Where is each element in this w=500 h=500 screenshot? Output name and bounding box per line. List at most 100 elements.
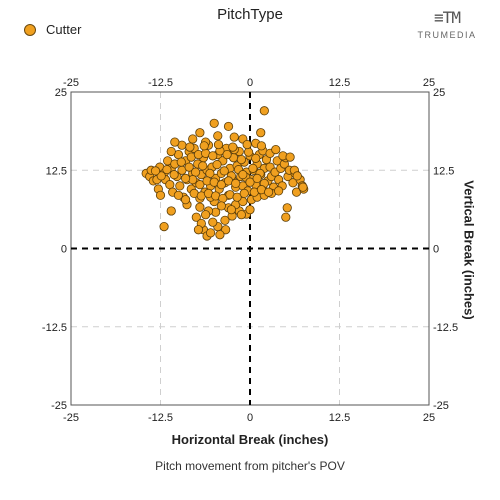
data-point-cutter[interactable]	[216, 180, 226, 190]
data-point-cutter[interactable]	[223, 121, 234, 132]
data-point-cutter[interactable]	[166, 146, 176, 157]
data-point-cutter[interactable]	[232, 192, 242, 202]
y-tick-label-left: -25	[51, 400, 67, 412]
data-point-cutter[interactable]	[252, 173, 262, 183]
data-point-cutter[interactable]	[220, 215, 230, 225]
data-point-cutter[interactable]	[170, 137, 180, 147]
y-tick-label-left: 12.5	[46, 165, 67, 177]
data-point-cutter[interactable]	[173, 190, 183, 200]
x-tick-label-bottom: 0	[247, 412, 253, 424]
zero-lines	[71, 92, 429, 405]
y-tick-label-left: -12.5	[42, 322, 67, 334]
data-point-cutter[interactable]	[222, 150, 232, 160]
legend[interactable]: Cutter	[24, 22, 81, 37]
logo-wordmark: TRUMEDIA	[417, 30, 477, 40]
data-point-cutter[interactable]	[239, 188, 249, 199]
x-tick-label-bottom: -25	[63, 412, 79, 424]
data-point-cutter[interactable]	[150, 166, 161, 176]
data-point-cutter[interactable]	[221, 225, 231, 235]
x-tick-label-bottom: -12.5	[148, 412, 173, 424]
data-point-cutter[interactable]	[238, 170, 248, 180]
trumedia-logo: ≡TM TRUMEDIA	[412, 8, 482, 41]
data-point-cutter[interactable]	[216, 201, 226, 211]
data-point-cutter[interactable]	[219, 166, 229, 176]
data-point-cutter[interactable]	[248, 163, 258, 173]
data-point-cutter[interactable]	[195, 202, 205, 212]
data-point-cutter[interactable]	[256, 141, 267, 151]
data-point-cutter[interactable]	[229, 132, 239, 142]
data-point-cutter[interactable]	[208, 151, 218, 161]
data-point-cutter[interactable]	[206, 228, 216, 238]
data-point-cutter[interactable]	[185, 142, 195, 152]
data-point-cutter[interactable]	[243, 147, 254, 157]
x-tick-label-top: -12.5	[148, 77, 173, 89]
x-axis-label: Horizontal Break (inches)	[171, 432, 329, 447]
chart-caption: Pitch movement from pitcher's POV	[155, 459, 345, 473]
data-point-cutter[interactable]	[245, 205, 255, 215]
data-point-cutter[interactable]	[245, 177, 255, 187]
y-axis-label: Vertical Break (inches)	[461, 180, 477, 320]
data-point-cutter[interactable]	[193, 225, 204, 235]
legend-label-cutter: Cutter	[46, 22, 82, 37]
data-point-cutter[interactable]	[285, 152, 295, 162]
data-point-cutter[interactable]	[256, 128, 266, 138]
data-point-cutter[interactable]	[292, 171, 302, 181]
data-point-cutter[interactable]	[274, 186, 284, 196]
data-point-cutter[interactable]	[156, 171, 166, 181]
data-point-cutter[interactable]	[236, 210, 247, 220]
data-point-cutter[interactable]	[180, 173, 191, 183]
x-tick-label-bottom: 12.5	[329, 412, 350, 424]
data-point-cutter[interactable]	[159, 221, 169, 232]
legend-swatch-cutter	[24, 23, 36, 36]
y-tick-label-right: -25	[433, 400, 449, 412]
data-point-cutter[interactable]	[195, 128, 205, 138]
data-point-cutter[interactable]	[191, 212, 201, 222]
data-point-cutter[interactable]	[166, 206, 176, 216]
data-point-cutter[interactable]	[180, 195, 191, 205]
data-point-cutter[interactable]	[201, 210, 211, 220]
data-point-cutter[interactable]	[259, 106, 269, 116]
data-point-cutter[interactable]	[213, 139, 224, 150]
y-tick-label-right: 25	[433, 87, 445, 99]
data-point-cutter[interactable]	[176, 157, 186, 167]
data-point-cutter[interactable]	[184, 162, 194, 172]
data-point-cutter[interactable]	[226, 205, 236, 215]
data-point-cutter[interactable]	[188, 134, 198, 144]
data-point-cutter[interactable]	[281, 212, 291, 222]
y-tick-label-right: 0	[433, 244, 439, 256]
data-point-cutter[interactable]	[251, 153, 261, 163]
data-point-cutter[interactable]	[271, 144, 281, 155]
data-point-cutter[interactable]	[242, 139, 252, 150]
x-tick-label-bottom: 25	[423, 412, 435, 424]
data-point-cutter[interactable]	[208, 217, 218, 227]
data-points	[141, 106, 309, 241]
x-tick-label-top: 12.5	[329, 77, 350, 89]
data-point-cutter[interactable]	[215, 230, 225, 240]
data-point-cutter[interactable]	[231, 178, 241, 188]
data-point-cutter[interactable]	[298, 182, 308, 192]
data-point-cutter[interactable]	[213, 131, 223, 141]
data-point-cutter[interactable]	[236, 155, 247, 165]
data-point-cutter[interactable]	[199, 141, 209, 151]
x-tick-label-top: 0	[247, 77, 253, 89]
data-point-cutter[interactable]	[195, 180, 205, 190]
data-point-cutter[interactable]	[169, 170, 179, 180]
y-tick-label-left: 0	[61, 244, 67, 256]
data-point-cutter[interactable]	[162, 165, 172, 175]
data-point-cutter[interactable]	[282, 203, 292, 213]
data-point-cutter[interactable]	[212, 160, 222, 170]
chart-title: PitchType	[217, 6, 283, 23]
x-tick-label-top: -25	[63, 77, 79, 89]
logo-mark-icon: ≡TM	[434, 8, 461, 27]
y-tick-label-right: -12.5	[433, 322, 458, 334]
data-point-cutter[interactable]	[155, 190, 166, 200]
data-point-cutter[interactable]	[209, 118, 219, 128]
data-point-cutter[interactable]	[228, 142, 238, 152]
y-tick-label-right: 12.5	[433, 165, 454, 177]
data-point-cutter[interactable]	[264, 187, 274, 197]
y-tick-label-left: 25	[55, 87, 67, 99]
data-point-cutter[interactable]	[198, 161, 208, 171]
data-point-cutter[interactable]	[175, 181, 185, 191]
